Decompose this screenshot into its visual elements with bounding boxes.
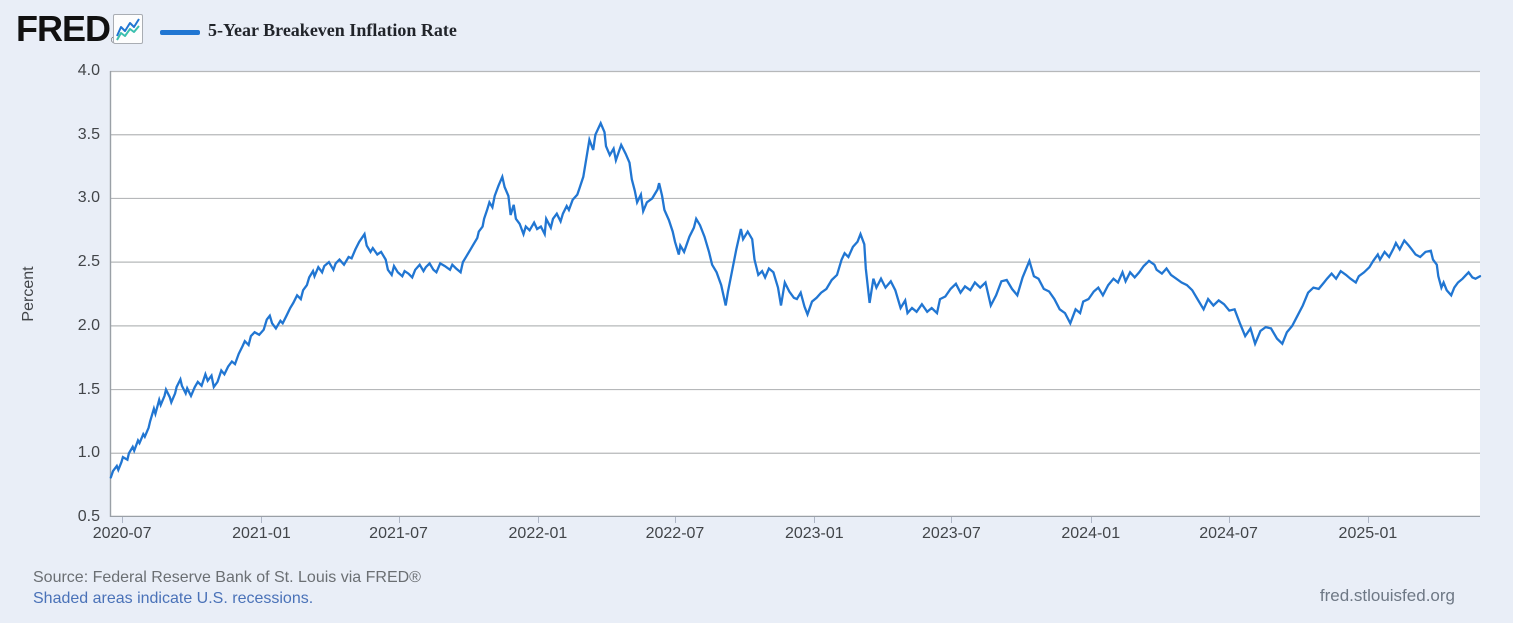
x-tick-mark-2022-07 <box>674 517 676 523</box>
x-tick-label-2024-01: 2024-01 <box>1061 525 1121 542</box>
y-tick-label-2.0: 2.0 <box>77 316 100 334</box>
x-tick-mark-2022-01 <box>537 517 539 523</box>
fred-site-link[interactable]: fred.stlouisfed.org <box>1319 586 1455 605</box>
series-legend-label: 5-Year Breakeven Inflation Rate <box>208 20 457 40</box>
fred-logo-text: FRED <box>16 8 111 49</box>
line-chart <box>109 70 1482 517</box>
legend-line-swatch <box>160 30 200 35</box>
x-tick-label-2023-07: 2023-07 <box>922 525 981 542</box>
fred-logo: FRED® <box>16 8 118 50</box>
data-series-line <box>109 120 1482 479</box>
x-tick-label-2022-07: 2022-07 <box>645 525 705 542</box>
y-axis-title: Percent <box>20 266 37 322</box>
x-tick-label-2022-01: 2022-01 <box>508 525 568 542</box>
fred-sparkline-icon <box>113 14 143 44</box>
x-tick-mark-2024-07 <box>1228 517 1230 523</box>
x-tick-label-2024-07: 2024-07 <box>1199 525 1258 542</box>
y-tick-label-3.5: 3.5 <box>77 125 100 143</box>
x-tick-label-2021-01: 2021-01 <box>232 525 291 542</box>
y-tick-label-4.0: 4.0 <box>77 62 100 79</box>
y-tick-label-3.0: 3.0 <box>77 189 100 207</box>
chart-header: FRED® 5-Year Breakeven Inflation Rate <box>0 0 1513 58</box>
x-tick-mark-2024-01 <box>1090 517 1092 523</box>
x-tick-mark-2023-01 <box>814 517 816 523</box>
x-tick-mark-2020-07 <box>122 517 124 523</box>
x-tick-label-2020-07: 2020-07 <box>92 525 152 542</box>
x-tick-label-2025-01: 2025-01 <box>1338 525 1398 542</box>
x-tick-mark-2025-01 <box>1367 517 1369 523</box>
x-tick-mark-2021-07 <box>398 517 400 523</box>
y-tick-label-1.0: 1.0 <box>77 444 100 462</box>
plot-area[interactable] <box>109 70 1482 517</box>
x-tick-label-2023-01: 2023-01 <box>784 525 844 542</box>
y-tick-label-1.5: 1.5 <box>77 380 100 398</box>
x-tick-label-2021-07: 2021-07 <box>369 525 428 542</box>
x-tick-mark-2021-01 <box>261 517 263 523</box>
y-tick-label-0.5: 0.5 <box>77 508 100 525</box>
source-attribution: Source: Federal Reserve Bank of St. Loui… <box>33 569 421 586</box>
x-tick-mark-2023-07 <box>951 517 953 523</box>
recessions-link[interactable]: Shaded areas indicate U.S. recessions. <box>33 590 314 607</box>
y-tick-label-2.5: 2.5 <box>77 253 100 271</box>
